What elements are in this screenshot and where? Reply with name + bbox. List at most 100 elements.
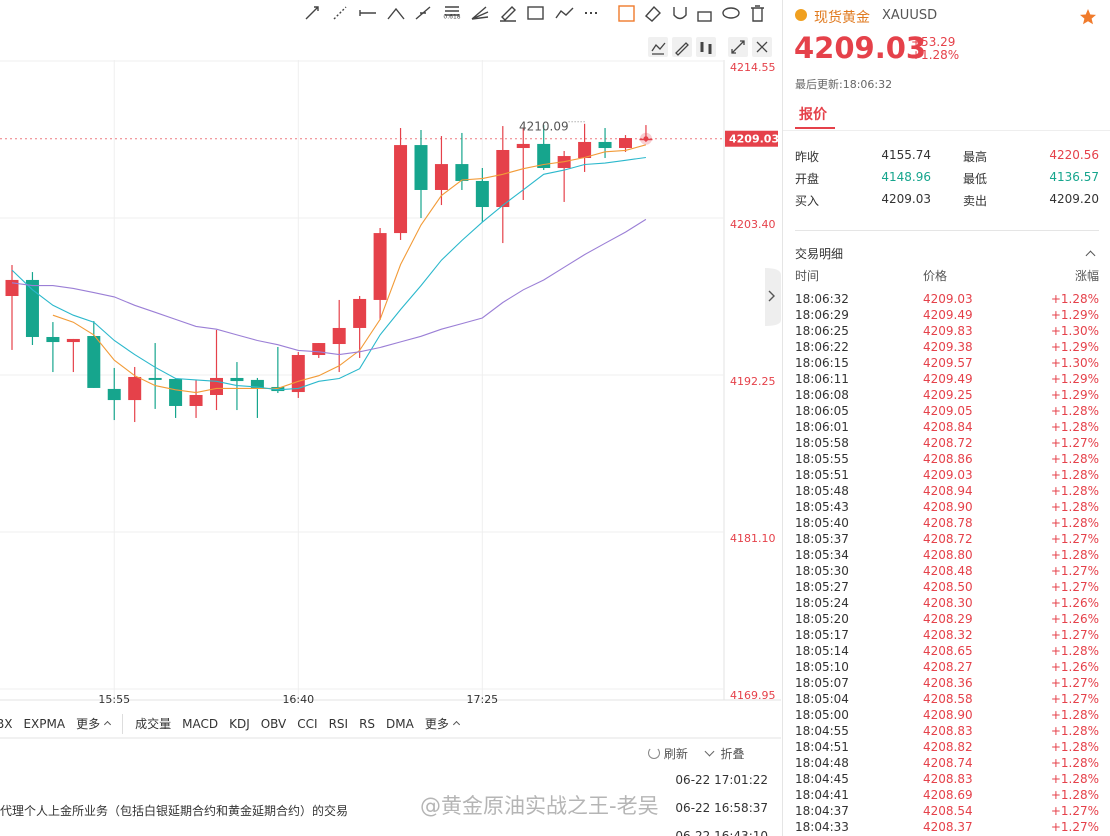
tool-delete[interactable] bbox=[751, 5, 764, 22]
news-list: 06-22 17:01:22 代理个人上金所业务（包括白银延期合约和黄金延期合约）… bbox=[0, 766, 781, 836]
candle-body bbox=[414, 145, 428, 190]
indicator-tab[interactable]: RSI bbox=[328, 717, 349, 731]
indicator-tab[interactable]: DMA bbox=[386, 717, 414, 731]
trade-time: 18:06:32 bbox=[795, 292, 849, 306]
trade-row: 18:05:58 4208.72 +1.27% bbox=[795, 435, 1099, 451]
btn-expand[interactable] bbox=[731, 40, 745, 54]
trades-toggle[interactable] bbox=[1085, 250, 1096, 261]
tool-ray[interactable] bbox=[305, 6, 319, 20]
chart-bg bbox=[0, 0, 781, 740]
panel-toggle-arrow[interactable] bbox=[768, 290, 775, 302]
trade-row: 18:05:20 4208.29 +1.26% bbox=[795, 611, 1099, 627]
indicator-tab[interactable]: 更多 bbox=[76, 714, 110, 734]
trade-row: 18:05:00 4208.90 +1.28% bbox=[795, 707, 1099, 723]
collapse[interactable]: 折叠 bbox=[720, 747, 745, 761]
indicator-tab[interactable]: CCI bbox=[297, 717, 318, 731]
indicator-tab[interactable]: 成交量 bbox=[135, 717, 172, 731]
trade-change: +1.27% bbox=[1050, 436, 1099, 450]
trade-change: +1.26% bbox=[1050, 596, 1099, 610]
y-tick-label: 4181.10 bbox=[730, 532, 776, 545]
btn-pen[interactable] bbox=[675, 42, 689, 56]
trade-time: 18:05:00 bbox=[795, 708, 849, 722]
tool-wave[interactable] bbox=[555, 7, 574, 19]
btn-close[interactable] bbox=[756, 41, 768, 53]
tool-draw-mode[interactable] bbox=[618, 5, 635, 22]
watermark: @黄金原油实战之王-老吴 bbox=[420, 794, 659, 818]
y-tick-label: 4214.55 bbox=[730, 61, 776, 74]
refresh-icon[interactable] bbox=[648, 747, 660, 759]
trade-price: 4208.69 bbox=[923, 788, 973, 802]
candle-body bbox=[250, 379, 264, 388]
tool-eraser[interactable] bbox=[644, 5, 661, 22]
refresh[interactable]: 刷新 bbox=[663, 747, 688, 761]
instrument-name[interactable]: 现货黄金 bbox=[814, 10, 870, 26]
star[interactable] bbox=[1080, 9, 1096, 25]
tool-eye[interactable] bbox=[722, 7, 740, 19]
trade-row: 18:04:45 4208.83 +1.28% bbox=[795, 771, 1099, 787]
btn-candle[interactable] bbox=[700, 42, 712, 54]
trade-price: 4208.83 bbox=[923, 772, 973, 786]
trade-time: 18:04:33 bbox=[795, 820, 849, 834]
trade-time: 18:06:29 bbox=[795, 308, 849, 322]
trade-change: +1.27% bbox=[1050, 628, 1099, 642]
candle-body bbox=[394, 145, 408, 234]
trade-change: +1.29% bbox=[1050, 372, 1099, 386]
stat-value: 4209.20 bbox=[1049, 192, 1099, 206]
stat-value: 4136.57 bbox=[1049, 170, 1099, 184]
x-tick-label: 17:25 bbox=[466, 693, 498, 706]
candle-body bbox=[87, 335, 101, 388]
collapse-icon[interactable] bbox=[704, 746, 715, 757]
tool-extended[interactable] bbox=[333, 6, 347, 20]
trade-price: 4209.49 bbox=[923, 372, 973, 386]
y-tick-label: 4169.95 bbox=[730, 689, 776, 702]
tool-parallel[interactable] bbox=[415, 6, 431, 20]
favorite[interactable] bbox=[1079, 8, 1097, 26]
tool-hline[interactable] bbox=[359, 10, 376, 16]
indicator-tab[interactable]: BX bbox=[0, 717, 13, 731]
news-text[interactable]: 代理个人上金所业务（包括白银延期合约和黄金延期合约）的交易 bbox=[0, 804, 349, 818]
tool-lock[interactable] bbox=[697, 11, 712, 22]
indicator-tab[interactable]: KDJ bbox=[229, 717, 250, 731]
tool-image[interactable] bbox=[527, 6, 544, 20]
trade-row: 18:04:41 4208.69 +1.28% bbox=[795, 787, 1099, 803]
tool-brush[interactable] bbox=[500, 6, 516, 22]
trade-time: 18:06:11 bbox=[795, 372, 849, 386]
trade-price: 4208.29 bbox=[923, 612, 973, 626]
trade-row: 18:05:40 4208.78 +1.28% bbox=[795, 515, 1099, 531]
stat-label: 开盘 bbox=[795, 172, 820, 186]
indicator-tab[interactable]: EXPMA bbox=[23, 717, 66, 731]
btn-indicator[interactable] bbox=[651, 42, 666, 55]
tab-separator bbox=[122, 714, 124, 734]
indicator-tab[interactable]: MACD bbox=[182, 717, 219, 731]
tool-fib[interactable] bbox=[445, 6, 459, 16]
trade-change: +1.28% bbox=[1050, 548, 1099, 562]
trade-price: 4208.54 bbox=[923, 804, 973, 818]
indicator-tab[interactable]: 更多 bbox=[425, 714, 459, 734]
candle-body bbox=[598, 141, 612, 149]
trade-change: +1.28% bbox=[1050, 484, 1099, 498]
last-price-label: 4209.03 bbox=[729, 133, 779, 146]
trade-row: 18:06:15 4209.57 +1.30% bbox=[795, 355, 1099, 371]
news-row: 06-22 17:01:22 bbox=[0, 766, 781, 794]
indicator-tab[interactable]: RS bbox=[359, 717, 376, 731]
indicator-tab[interactable]: OBV bbox=[260, 717, 287, 731]
trade-change: +1.27% bbox=[1050, 564, 1099, 578]
column-header: 涨幅 bbox=[1074, 269, 1099, 283]
trade-price: 4209.83 bbox=[923, 324, 973, 338]
trade-change: +1.30% bbox=[1050, 356, 1099, 370]
x-tick-label: 15:55 bbox=[98, 693, 130, 706]
trade-time: 18:06:08 bbox=[795, 388, 849, 402]
tool-polyline[interactable] bbox=[387, 7, 405, 20]
tab-quote[interactable]: 报价 bbox=[799, 107, 827, 123]
tool-magnet[interactable] bbox=[673, 7, 687, 20]
trade-price: 4209.25 bbox=[923, 388, 973, 402]
trades-title: 交易明细 bbox=[795, 247, 844, 261]
y-tick-label: 4192.25 bbox=[730, 375, 776, 388]
last-price-box bbox=[725, 130, 778, 147]
tool-fan[interactable] bbox=[471, 6, 489, 20]
trade-time: 18:05:27 bbox=[795, 580, 849, 594]
btn-bg[interactable] bbox=[696, 37, 716, 57]
candle-body bbox=[128, 376, 142, 401]
trade-change: +1.30% bbox=[1050, 324, 1099, 338]
candle-body bbox=[271, 386, 285, 392]
